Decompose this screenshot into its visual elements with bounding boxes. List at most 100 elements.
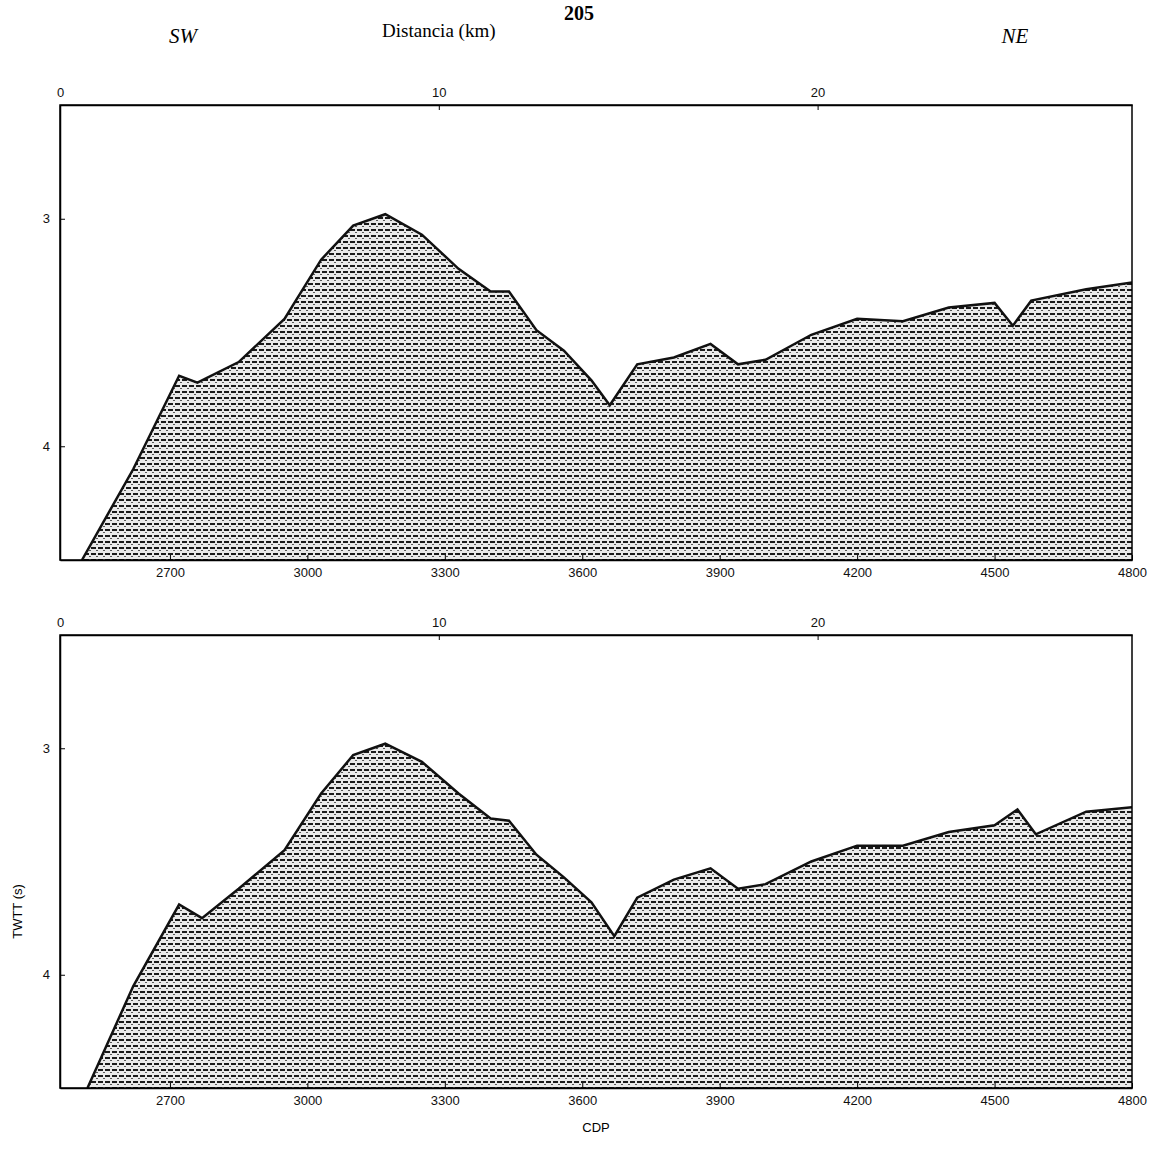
plot-frame (60, 635, 1132, 1088)
tick-label: 4800 (1118, 1093, 1147, 1108)
x2-axis-title: Distancia (km) (382, 20, 495, 42)
tick: 20 (811, 615, 825, 640)
tick-label: 3300 (431, 1093, 460, 1108)
tick-mark (995, 1083, 996, 1088)
tick-label: 3900 (706, 1093, 735, 1108)
reflection-area (82, 214, 1132, 560)
tick-mark (60, 975, 65, 976)
tick-mark (818, 635, 819, 640)
tick: 3300 (431, 555, 460, 580)
x-axis: 2700 3000 3300 3600 3900 4200 4500 4800 (61, 555, 1147, 580)
tick: 4200 (843, 1083, 872, 1108)
direction-label: NE (1001, 24, 1029, 48)
tick: 4800 (1118, 1083, 1147, 1108)
tick: 3000 (293, 555, 322, 580)
tick: 3900 (706, 555, 735, 580)
y-axis-title: TWTT (s) (10, 884, 25, 939)
tick: 3000 (293, 1083, 322, 1108)
axis-line (61, 105, 1133, 107)
tick: 3900 (706, 1083, 735, 1108)
seafloor-line (87, 744, 1132, 1088)
tick-mark (60, 219, 65, 220)
panel: 270030003300360039004200450048000102034D… (43, 20, 1147, 580)
tick-label: 4500 (981, 1093, 1010, 1108)
tick-label: 3000 (293, 1093, 322, 1108)
tick-mark (60, 446, 65, 447)
tick-mark (439, 105, 440, 110)
tick-label: 3300 (431, 565, 460, 580)
x2-axis: 0 10 20 (57, 615, 1133, 640)
y-axis: 34 (43, 636, 65, 1089)
tick-label: 4200 (843, 1093, 872, 1108)
axis-line (61, 635, 1133, 637)
tick-label: 10 (432, 85, 446, 100)
plot-data (82, 214, 1132, 560)
tick-mark (857, 555, 858, 560)
direction-label: SW (169, 24, 200, 48)
tick-mark (170, 1083, 171, 1088)
seafloor-line (82, 214, 1132, 560)
tick: 10 (432, 615, 446, 640)
tick-mark (60, 748, 65, 749)
axis-line (61, 1088, 1133, 1090)
tick: 3300 (431, 1083, 460, 1108)
tick: 3 (43, 211, 65, 226)
tick-label: 3 (43, 211, 50, 226)
tick: 3 (43, 741, 65, 756)
tick-mark (720, 555, 721, 560)
tick: 20 (811, 85, 825, 110)
tick: 3600 (568, 1083, 597, 1108)
axis-line (61, 560, 1133, 562)
tick-mark (307, 555, 308, 560)
tick-mark (445, 555, 446, 560)
tick-mark (445, 1083, 446, 1088)
axis-line (60, 106, 62, 561)
tick: 3600 (568, 555, 597, 580)
tick-mark (1132, 555, 1133, 560)
figure: 2052700300033003600390042004500480001020… (0, 0, 1158, 1149)
tick: 4500 (981, 555, 1010, 580)
y-axis: 34 (43, 106, 65, 561)
tick: 2700 (156, 555, 185, 580)
plot-data (87, 744, 1132, 1088)
tick-mark (995, 555, 996, 560)
tick: 4500 (981, 1083, 1010, 1108)
tick-mark (857, 1083, 858, 1088)
tick: 2700 (156, 1083, 185, 1108)
tick-label: 2700 (156, 1093, 185, 1108)
plot-frame (60, 105, 1132, 560)
tick-mark (582, 555, 583, 560)
page-number: 205 (564, 2, 594, 24)
tick: 4200 (843, 555, 872, 580)
tick-label: 3600 (568, 1093, 597, 1108)
tick-label: 3 (43, 741, 50, 756)
tick-label: 3900 (706, 565, 735, 580)
tick-label: 20 (811, 85, 825, 100)
tick: 4800 (1118, 555, 1147, 580)
tick-mark (1132, 1083, 1133, 1088)
tick-label: 4800 (1118, 565, 1147, 580)
tick: 10 (432, 85, 446, 110)
tick-mark (720, 1083, 721, 1088)
x2-axis: 0 10 20 (57, 85, 1133, 110)
tick: 4 (43, 967, 65, 982)
tick: 4 (43, 439, 65, 454)
tick-label: 2700 (156, 565, 185, 580)
tick-label: 4200 (843, 565, 872, 580)
tick-label: 4500 (981, 565, 1010, 580)
tick-label: 10 (432, 615, 446, 630)
x-axis: 2700 3000 3300 3600 3900 4200 4500 4800 (61, 1083, 1147, 1108)
tick-label: 0 (57, 615, 64, 630)
panel: 270030003300360039004200450048000102034C… (10, 615, 1147, 1135)
tick-mark (307, 1083, 308, 1088)
tick-label: 4 (43, 967, 50, 982)
tick-label: 0 (57, 85, 64, 100)
tick-label: 3000 (293, 565, 322, 580)
axis-line (60, 636, 62, 1089)
tick-mark (818, 105, 819, 110)
reflection-area (87, 744, 1132, 1088)
x-axis-title: CDP (582, 1120, 609, 1135)
tick-mark (582, 1083, 583, 1088)
tick-label: 3600 (568, 565, 597, 580)
tick-mark (170, 555, 171, 560)
